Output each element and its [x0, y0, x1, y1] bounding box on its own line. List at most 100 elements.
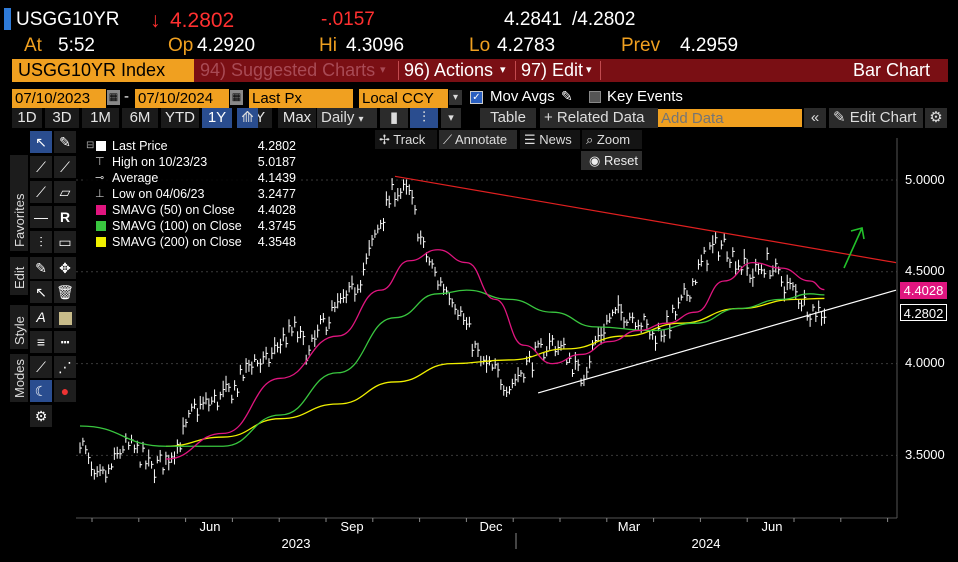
fibonacci-tool-icon[interactable]: ⫶: [30, 231, 52, 253]
legend-row[interactable]: SMAVG (50) on Close 4.4028: [84, 202, 300, 218]
collapse-legend-icon[interactable]: ⊟: [86, 140, 95, 151]
horizontal-line-icon[interactable]: —: [30, 206, 52, 228]
crosshair-mode-icon[interactable]: ☾: [30, 380, 52, 402]
calendar-icon[interactable]: ▦: [107, 90, 120, 105]
start-date-input[interactable]: 07/10/2023: [12, 89, 106, 108]
legend-row[interactable]: SMAVG (200) on Close 4.3548: [84, 234, 300, 250]
tab-1d[interactable]: 1D: [12, 108, 42, 128]
tab-favorites[interactable]: Favorites: [10, 155, 28, 251]
chevron-down-icon[interactable]: ▾: [380, 64, 386, 76]
retracement-tool-icon[interactable]: R: [54, 206, 76, 228]
ray-tool-icon[interactable]: ⟋: [54, 156, 76, 178]
chevron-down-icon[interactable]: ▾: [586, 64, 592, 76]
bar-chart-icon[interactable]: ▮: [380, 108, 408, 128]
line-style-icon[interactable]: ┅: [54, 331, 76, 353]
tab-1y[interactable]: 1Y: [202, 108, 232, 128]
suggested-charts-menu[interactable]: 94) Suggested Charts: [200, 60, 376, 80]
up-arrow-icon[interactable]: [843, 226, 865, 269]
trash-icon[interactable]: 🗑: [54, 281, 76, 303]
move-icon[interactable]: ✥: [54, 257, 76, 279]
price-bar: [248, 359, 251, 372]
edit-chart-button[interactable]: ✎ Edit Chart: [829, 108, 923, 128]
chart-type-label[interactable]: Bar Chart: [853, 60, 931, 80]
tab-style[interactable]: Style: [10, 305, 28, 349]
extended-line-icon[interactable]: ⟋: [30, 181, 52, 203]
period-select[interactable]: Daily ▾: [317, 108, 377, 128]
high-label: Hi: [319, 35, 337, 56]
mov-avgs-label[interactable]: Mov Avgs: [490, 88, 555, 105]
end-date-input[interactable]: 07/10/2024: [135, 89, 229, 108]
pencil-icon[interactable]: ✎: [30, 257, 52, 279]
field-select[interactable]: Last Px: [249, 89, 353, 108]
tab-max[interactable]: Max: [278, 108, 316, 128]
chevron-down-icon[interactable]: ▾: [441, 108, 461, 128]
sma100-line: [79, 289, 825, 447]
chevron-down-icon[interactable]: ▾: [500, 64, 506, 76]
rectangle-tool-icon[interactable]: ▭: [54, 231, 76, 253]
tab-edit[interactable]: Edit: [10, 257, 28, 295]
chevron-down-icon[interactable]: ▾: [449, 90, 462, 105]
color-mode-icon[interactable]: ●: [54, 380, 76, 402]
collapse-icon[interactable]: «: [804, 108, 826, 128]
candles-icon[interactable]: ⫶: [410, 108, 438, 128]
legend-label: SMAVG (100) on Close: [112, 219, 242, 233]
legend-row[interactable]: ⊸ Average 4.1439: [84, 170, 300, 186]
tab-modes[interactable]: Modes: [10, 354, 28, 402]
calendar-icon[interactable]: ▦: [230, 90, 243, 105]
price-bar: [523, 373, 526, 383]
tab-3d[interactable]: 3D: [45, 108, 79, 128]
zoom-label: Zoom: [596, 132, 631, 147]
line-weight-icon[interactable]: ≡: [30, 331, 52, 353]
pencil-icon[interactable]: ✎: [561, 88, 573, 104]
edit-menu[interactable]: 97) Edit: [521, 60, 584, 80]
tab-1m[interactable]: 1M: [82, 108, 119, 128]
security-field[interactable]: USGG10YR Index: [12, 59, 194, 82]
actions-menu[interactable]: 96) Actions: [404, 60, 494, 80]
text-style-icon[interactable]: A: [30, 306, 52, 328]
pen-tool-icon[interactable]: ✎: [54, 131, 76, 153]
gear-icon[interactable]: ⚙: [30, 405, 52, 427]
magnet-mode-icon[interactable]: ⋰: [54, 356, 76, 378]
legend-value: 3.2477: [257, 187, 296, 201]
annotate-button[interactable]: ⟋ Annotate: [439, 130, 517, 149]
channel-tool-icon[interactable]: ▱: [54, 181, 76, 203]
gear-icon[interactable]: ⚙: [925, 108, 947, 128]
price-bar: [131, 434, 134, 444]
price-bar: [265, 346, 269, 360]
support-trendline[interactable]: [537, 289, 897, 394]
legend-row[interactable]: ⊤ High on 10/23/23 5.0187: [84, 154, 300, 170]
price-bar: [133, 444, 137, 454]
draw-mode-icon[interactable]: ⟋: [30, 356, 52, 378]
price-bar: [362, 262, 366, 276]
tab-ytd[interactable]: YTD: [161, 108, 199, 128]
tab-6m[interactable]: 6M: [122, 108, 158, 128]
price-bar: [391, 178, 395, 191]
chart-style-button[interactable]: ⟰: [237, 108, 258, 128]
price-bar: [632, 312, 635, 324]
legend-row[interactable]: SMAVG (100) on Close 4.3745: [84, 218, 300, 234]
reset-button[interactable]: ◉ Reset: [581, 151, 642, 170]
cursor-add-icon[interactable]: ↖: [30, 281, 52, 303]
mov-avgs-checkbox[interactable]: ✓: [470, 91, 483, 104]
news-button[interactable]: ☰ News: [520, 130, 580, 149]
add-data-input[interactable]: [658, 109, 802, 127]
related-data-button[interactable]: + Related Data: [540, 108, 658, 128]
line-tool-icon[interactable]: ⟋: [30, 156, 52, 178]
legend-value: 4.1439: [257, 171, 296, 185]
legend-row[interactable]: Last Price 4.2802: [84, 138, 300, 154]
key-events-checkbox[interactable]: [589, 91, 601, 103]
resistance-trendline[interactable]: [394, 175, 897, 264]
key-events-label[interactable]: Key Events: [607, 88, 683, 105]
legend-swatch: [96, 221, 106, 231]
legend-row[interactable]: ⊥ Low on 04/06/23 3.2477: [84, 186, 300, 202]
track-button[interactable]: ✢ Track: [375, 130, 437, 149]
table-button[interactable]: Table: [480, 108, 536, 128]
fill-color-icon[interactable]: [54, 306, 76, 328]
pointer-tool-icon[interactable]: ↖: [30, 131, 52, 153]
zoom-button[interactable]: ⌕ Zoom: [582, 130, 642, 149]
price-bar: [322, 312, 326, 323]
price-bar: [654, 335, 658, 351]
avg-marker-icon: ⊸: [95, 172, 105, 184]
currency-select[interactable]: Local CCY: [359, 89, 448, 108]
